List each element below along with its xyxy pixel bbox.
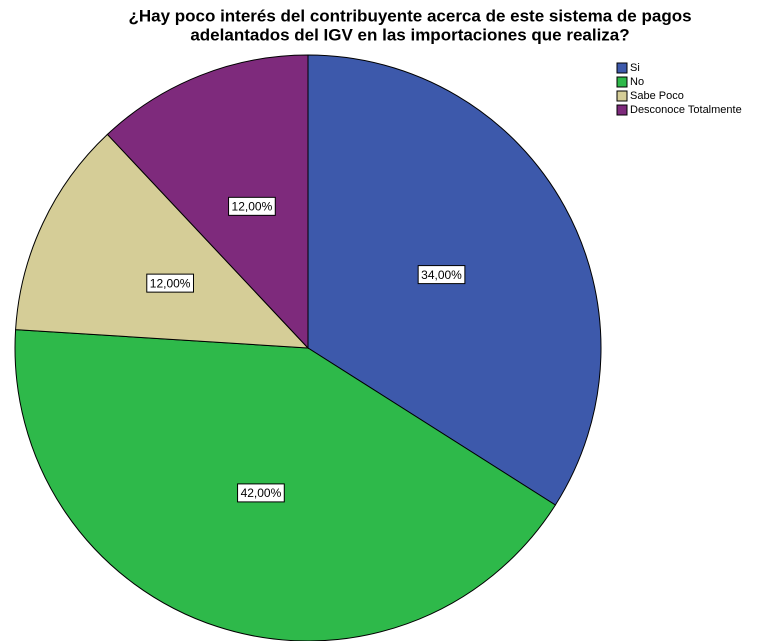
legend-label: Desconoce Totalmente xyxy=(630,104,742,116)
data-label: 12,00% xyxy=(150,276,191,290)
data-label: 34,00% xyxy=(421,268,462,282)
data-label: 12,00% xyxy=(232,200,273,214)
legend-swatch xyxy=(616,76,628,88)
legend-swatch xyxy=(616,104,628,116)
data-label-box xyxy=(146,273,194,293)
legend-swatch xyxy=(616,62,628,74)
legend-label: No xyxy=(630,76,644,88)
chart-title-line: adelantados del IGV en las importaciones… xyxy=(190,25,629,44)
legend-swatch xyxy=(616,90,628,102)
data-label-box xyxy=(417,265,466,285)
pie-slice xyxy=(14,329,557,641)
chart-title-line: ¿Hay poco interés del contribuyente acer… xyxy=(128,6,691,25)
pie-slice xyxy=(106,54,309,350)
pie-slice xyxy=(15,133,310,349)
legend-label: Sabe Poco xyxy=(630,90,684,102)
data-label: 42,00% xyxy=(241,486,282,500)
legend-label: Si xyxy=(630,62,640,74)
data-label-box xyxy=(228,196,276,216)
data-label-box xyxy=(237,483,285,503)
